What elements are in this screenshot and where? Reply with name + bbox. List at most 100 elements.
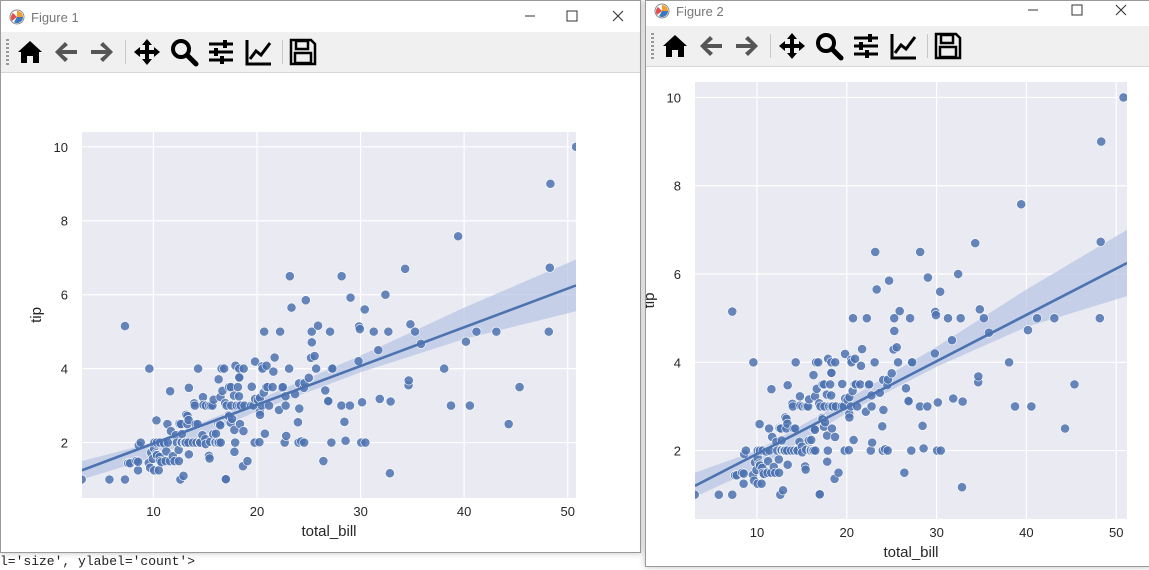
- scatter-point: [281, 430, 292, 441]
- subplots-icon[interactable]: [206, 37, 236, 67]
- scatter-point: [238, 426, 249, 436]
- edit-axis-icon[interactable]: [889, 31, 919, 61]
- scatter-points: [82, 141, 576, 485]
- scatter-point: [306, 337, 317, 348]
- scatter-point: [229, 446, 240, 457]
- zoom-icon[interactable]: [814, 31, 844, 61]
- minimize-button[interactable]: [519, 5, 541, 27]
- scatter-point: [957, 396, 968, 407]
- scatter-point: [917, 420, 928, 431]
- toolbar-grip[interactable]: [6, 39, 9, 65]
- forward-icon[interactable]: [87, 37, 117, 67]
- scatter-point: [957, 482, 967, 493]
- scatter-point: [869, 357, 880, 368]
- scatter-point: [837, 379, 848, 389]
- scatter-point: [1069, 379, 1080, 390]
- scatter-point: [311, 363, 322, 374]
- scatter-point: [345, 292, 356, 303]
- scatter-point: [848, 435, 859, 445]
- scatter-point: [250, 356, 260, 367]
- scatter-point: [503, 419, 514, 429]
- figure-2-window[interactable]: Figure 2 10 20 30 40 50 2 4 6 8 10 total_bill tip: [645, 0, 1149, 567]
- y-tick-label: 2: [61, 436, 68, 451]
- scatter-point: [293, 417, 303, 428]
- scatter-point: [178, 470, 189, 481]
- scatter-point: [174, 456, 184, 466]
- scatter-point: [833, 467, 844, 478]
- scatter-point: [242, 456, 253, 466]
- scatter-point: [782, 459, 793, 470]
- scatter-point: [255, 409, 265, 420]
- scatter-point: [782, 380, 793, 391]
- scatter-point: [738, 478, 749, 489]
- subplots-icon[interactable]: [851, 31, 881, 61]
- scatter-point: [948, 393, 959, 404]
- maximize-button[interactable]: [561, 5, 583, 27]
- maximize-button[interactable]: [1066, 1, 1088, 21]
- scatter-point: [204, 453, 215, 464]
- scatter-point: [1094, 313, 1105, 324]
- x-tick-label: 30: [353, 504, 367, 519]
- console-output-line: l='size', ylabel='count'>: [0, 554, 196, 569]
- x-tick-labels: 10 20 30 40 50: [146, 504, 575, 519]
- scatter-point: [120, 321, 130, 331]
- figure-canvas[interactable]: 10 20 30 40 50 2 4 6 8 10 total_bill tip: [1, 73, 640, 552]
- scatter-point: [806, 435, 817, 445]
- scatter-point: [439, 363, 450, 374]
- scatter-point: [220, 474, 231, 485]
- forward-icon[interactable]: [732, 31, 762, 61]
- y-axis-label: tip: [28, 307, 45, 323]
- scatter-point: [974, 304, 985, 315]
- close-button[interactable]: [607, 5, 629, 27]
- pan-icon[interactable]: [132, 37, 162, 67]
- save-icon[interactable]: [933, 31, 963, 61]
- scatter-point: [326, 437, 337, 448]
- scatter-point: [1096, 136, 1107, 147]
- y-tick-labels: 2 4 6 8 10: [54, 140, 68, 451]
- home-icon[interactable]: [660, 31, 690, 61]
- title-bar[interactable]: Figure 2: [646, 1, 1149, 25]
- scatter-point: [978, 313, 989, 324]
- x-tick-label: 50: [560, 504, 574, 519]
- home-icon[interactable]: [15, 37, 45, 67]
- scatter-point: [300, 295, 311, 306]
- scatter-point: [153, 465, 164, 476]
- scatter-point: [844, 412, 855, 423]
- toolbar-grip[interactable]: [651, 33, 654, 59]
- scatter-point: [814, 489, 825, 500]
- scatter-point: [1023, 325, 1033, 335]
- scatter-point: [545, 178, 556, 189]
- scatter-point: [453, 231, 464, 242]
- close-button[interactable]: [1110, 1, 1132, 21]
- minimize-button[interactable]: [1022, 1, 1044, 21]
- scatter-point: [825, 379, 836, 390]
- figure-1-window[interactable]: Figure 1 10 20 30 40 50 2 4 6 8 10 total_bill tip: [0, 0, 641, 553]
- scatter-point: [234, 391, 244, 402]
- scatter-point: [754, 419, 765, 429]
- back-icon[interactable]: [696, 31, 726, 61]
- edit-axis-icon[interactable]: [244, 37, 274, 67]
- scatter-point: [871, 284, 882, 295]
- scatter-point: [861, 313, 872, 324]
- scatter-point: [970, 238, 981, 249]
- scatter-point: [268, 366, 279, 377]
- zoom-icon[interactable]: [169, 37, 199, 67]
- title-bar[interactable]: Figure 1: [1, 1, 640, 31]
- scatter-point: [133, 456, 144, 467]
- back-icon[interactable]: [51, 37, 81, 67]
- scatter-point: [286, 302, 297, 313]
- scatter-point: [865, 445, 876, 456]
- scatter-point: [461, 336, 471, 347]
- scatter-point: [183, 382, 194, 393]
- scatter-point: [905, 313, 916, 324]
- x-tick-label: 30: [929, 525, 943, 540]
- regplot-chart: 10 20 30 40 50 2 4 6 8 10 total_bill tip: [28, 132, 576, 540]
- regplot-chart: 10 20 30 40 50 2 4 6 8 10 total_bill tip: [646, 82, 1127, 561]
- figure-canvas[interactable]: 10 20 30 40 50 2 4 6 8 10 total_bill tip: [646, 67, 1149, 566]
- save-icon[interactable]: [288, 37, 318, 67]
- pan-icon[interactable]: [777, 31, 807, 61]
- scatter-point: [774, 467, 784, 478]
- scatter-point: [230, 437, 241, 448]
- scatter-point: [357, 397, 367, 408]
- scatter-point: [234, 372, 245, 383]
